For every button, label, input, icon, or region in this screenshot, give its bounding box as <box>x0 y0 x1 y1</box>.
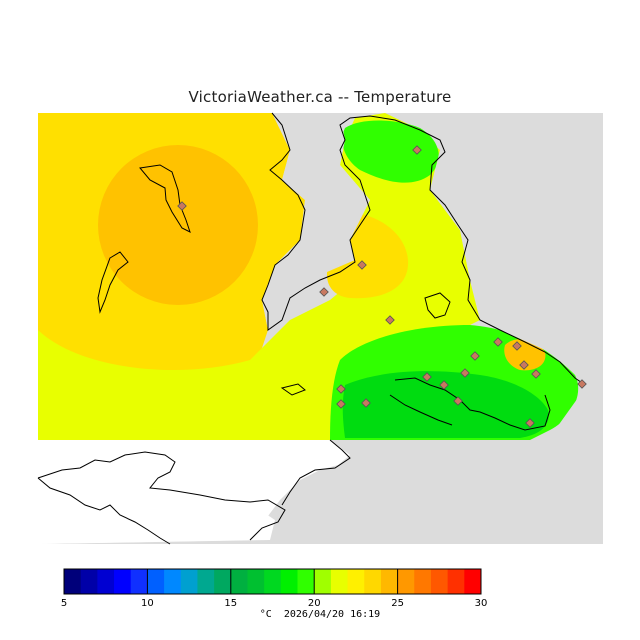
station-marker <box>493 337 503 347</box>
station-marker <box>177 201 187 211</box>
color-scale-cell <box>464 569 482 594</box>
color-scale-cell <box>347 569 365 594</box>
station-marker <box>453 396 463 406</box>
southeast-shore <box>281 439 351 506</box>
island-mid <box>424 292 451 319</box>
color-scale-tick-label: 30 <box>475 598 488 609</box>
color-scale-cell <box>297 569 315 594</box>
station-marker <box>336 384 346 394</box>
color-scale-tick-label: 15 <box>224 598 237 609</box>
island-west <box>139 164 191 233</box>
color-scale-cell <box>364 569 382 594</box>
color-scale-cell <box>214 569 232 594</box>
color-scale-cell <box>147 569 165 594</box>
color-scale-cells <box>64 569 482 594</box>
station-marker <box>519 360 529 370</box>
station-marker <box>336 399 346 409</box>
station-marker <box>385 315 395 325</box>
weather-stations <box>177 145 587 428</box>
station-marker <box>531 369 541 379</box>
color-scale-cell <box>430 569 449 594</box>
sea-area-south <box>38 455 275 544</box>
south-peninsula <box>37 477 171 545</box>
legend-caption: °C 2026/04/20 16:19 <box>0 609 640 620</box>
color-scale-cell <box>447 569 465 594</box>
color-scale-cell <box>380 569 399 594</box>
color-scale-tick-label: 5 <box>61 598 67 609</box>
station-marker <box>460 368 470 378</box>
harbour-inlet <box>389 394 453 426</box>
color-scale-tick-label: 20 <box>308 598 321 609</box>
station-marker <box>412 145 422 155</box>
inlet-channel <box>262 113 370 330</box>
inner-harbour <box>394 377 551 431</box>
color-scale-cell <box>80 569 98 594</box>
color-scale-tick-label: 10 <box>141 598 154 609</box>
color-scale-cell <box>197 569 215 594</box>
color-scale-cell <box>64 569 82 594</box>
coastlines <box>37 112 586 545</box>
color-scale-cell <box>397 569 415 594</box>
color-scale-cell <box>330 569 349 594</box>
color-scale-cell <box>314 569 332 594</box>
station-marker <box>319 287 329 297</box>
temp-zone-hot <box>98 145 258 305</box>
island-small <box>97 251 129 314</box>
color-scale-cell <box>280 569 299 594</box>
color-scale-cell <box>414 569 432 594</box>
color-scale-tick-label: 25 <box>391 598 404 609</box>
station-marker <box>470 351 480 361</box>
color-scale-cell <box>130 569 148 594</box>
temp-zone-cool-north <box>342 120 439 183</box>
east-sea <box>430 113 603 544</box>
color-scale-cell <box>114 569 132 594</box>
temp-zone-cold <box>342 371 549 438</box>
color-scale-cell <box>264 569 282 594</box>
station-marker <box>525 418 535 428</box>
color-scale-cell <box>97 569 115 594</box>
station-marker <box>361 398 371 408</box>
station-marker <box>357 260 367 270</box>
color-scale-cell <box>247 569 265 594</box>
color-scale-ticks: 5 10 15 20 25 30 <box>61 569 488 609</box>
color-scale-cell <box>164 569 182 594</box>
legend-timestamp: 2026/04/20 16:19 <box>283 609 381 620</box>
station-marker <box>422 372 432 382</box>
map-title: VictoriaWeather.ca -- Temperature <box>188 88 452 106</box>
south-coastline <box>37 451 286 541</box>
station-marker <box>512 341 522 351</box>
station-marker <box>439 380 449 390</box>
temp-zone-mild <box>38 113 480 440</box>
color-scale-cell <box>230 569 248 594</box>
legend-unit: °C <box>259 609 272 620</box>
west-coastline <box>261 112 586 386</box>
island-strait <box>280 383 306 396</box>
station-marker <box>577 379 587 389</box>
color-scale-cell <box>180 569 198 594</box>
